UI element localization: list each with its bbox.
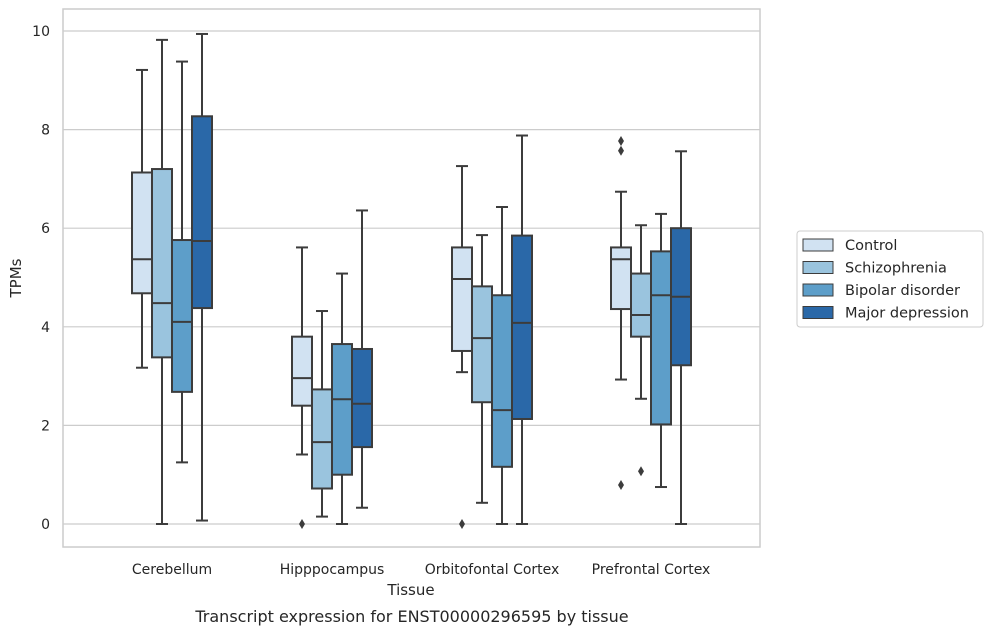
legend-item: Major depression [802, 306, 969, 322]
box-body [311, 388, 333, 490]
legend-item: Schizophrenia [802, 261, 947, 277]
y-tick-label: 10 [32, 24, 50, 40]
series-group [191, 32, 692, 525]
x-tick-label: Prefrontal Cortex [592, 562, 711, 578]
plot-area-frame [62, 8, 761, 548]
outlier-point [618, 135, 624, 146]
box-plot [630, 224, 652, 477]
x-tick-label: Hipppocampus [280, 562, 385, 578]
x-tick-label: Orbitofontal Cortex [425, 562, 560, 578]
box-body [610, 246, 632, 311]
box-body [131, 171, 153, 295]
y-tick-label: 8 [41, 123, 50, 139]
box-series-layer [131, 32, 692, 529]
box-plot [151, 38, 173, 525]
box-plot [610, 135, 632, 491]
y-tick-label: 0 [41, 517, 50, 533]
y-tick-labels: 0 2 4 6 8 10 [32, 24, 50, 533]
box-plot [171, 60, 193, 464]
outlier-point [618, 145, 624, 156]
x-tick-label: Cerebellum [132, 562, 212, 578]
legend-label: Bipolar disorder [845, 283, 960, 299]
x-tick-labels: Cerebellum Hipppocampus Orbitofontal Corte… [132, 562, 710, 578]
legend-swatch [802, 238, 834, 252]
legend-swatch [802, 261, 834, 274]
box-body [471, 285, 493, 404]
legend-item: Bipolar disorder [802, 283, 960, 299]
legend-label: Major depression [845, 306, 969, 322]
chart-caption: Transcript expression for ENST0000029659… [194, 607, 628, 626]
box-body [491, 294, 513, 468]
y-tick-label: 2 [41, 418, 50, 434]
y-axis-label: TPMs [7, 258, 25, 298]
box-plot [511, 134, 533, 525]
box-plot [491, 206, 513, 525]
box-plot [291, 246, 313, 529]
box-plot [131, 68, 153, 369]
legend-item: Control [802, 238, 897, 254]
box-body [630, 272, 652, 338]
box-body [351, 347, 373, 449]
box-plot [331, 272, 353, 525]
box-body [151, 168, 173, 359]
legend-swatch [802, 306, 834, 319]
box-plot [311, 310, 333, 518]
box-body [191, 115, 213, 310]
series-group [151, 38, 652, 525]
outlier-point [638, 466, 644, 477]
box-plot [351, 209, 373, 509]
box-body [650, 250, 672, 426]
series-group [171, 60, 672, 525]
y-tick-label: 4 [41, 320, 50, 336]
legend-items: Control Schizophrenia Bipolar disorder Majo… [802, 238, 969, 322]
y-tick-label: 6 [41, 221, 50, 237]
box-plot [471, 234, 493, 504]
legend: Control Schizophrenia Bipolar disorder Majo… [796, 230, 984, 328]
box-plot [650, 212, 672, 489]
outlier-point [618, 480, 624, 491]
box-body [171, 239, 193, 393]
outlier-point [459, 519, 465, 529]
outlier-point [299, 519, 305, 529]
legend-label: Schizophrenia [845, 261, 947, 277]
box-body [511, 234, 533, 420]
legend-frame [796, 230, 984, 328]
box-plot [191, 32, 213, 522]
box-body [331, 343, 353, 476]
box-body [451, 246, 473, 352]
box-body [291, 335, 313, 407]
x-axis-label: Tissue [386, 581, 434, 599]
box-plot [670, 150, 692, 525]
legend-swatch [802, 283, 834, 297]
legend-label: Control [845, 238, 897, 254]
box-plot [451, 165, 473, 529]
